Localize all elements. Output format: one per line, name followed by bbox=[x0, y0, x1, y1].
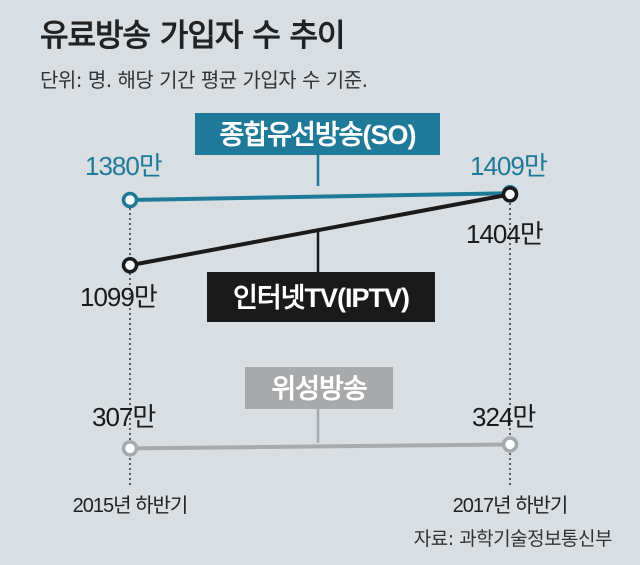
value-label-iptv-0: 1099만 bbox=[80, 282, 157, 312]
data-point-satellite-1 bbox=[501, 436, 519, 453]
source-note: 자료: 과학기술정보통신부 bbox=[413, 528, 613, 550]
chart-subtitle: 단위: 명. 해당 기간 평균 가입자 수 기준. bbox=[40, 68, 368, 92]
data-point-satellite-0 bbox=[121, 440, 139, 457]
series-line-satellite bbox=[129, 442, 511, 451]
series-name-so: 종합유선방송(SO) bbox=[219, 120, 415, 150]
value-label-satellite-0: 307만 bbox=[92, 402, 155, 432]
series-name-satellite: 위성방송 bbox=[271, 374, 367, 404]
x-tick-label-0: 2015년 하반기 bbox=[73, 494, 188, 517]
data-point-iptv-1 bbox=[501, 186, 519, 203]
data-point-iptv-0 bbox=[121, 256, 139, 274]
series-line-iptv bbox=[129, 192, 511, 268]
series-name-box-satellite bbox=[245, 367, 393, 409]
value-label-iptv-1: 1404만 bbox=[466, 219, 543, 249]
value-label-so-1: 1409만 bbox=[470, 151, 547, 181]
data-point-so-0 bbox=[121, 191, 139, 209]
series-line-so bbox=[129, 191, 511, 202]
chart-title: 유료방송 가입자 수 추이 bbox=[40, 18, 346, 54]
x-tick-label-1: 2017년 하반기 bbox=[453, 494, 568, 517]
series-name-iptv: 인터넷TV(IPTV) bbox=[233, 283, 409, 313]
value-label-satellite-1: 324만 bbox=[472, 402, 535, 432]
series-name-box-iptv bbox=[207, 272, 435, 322]
value-label-so-0: 1380만 bbox=[85, 151, 162, 181]
series-name-box-so bbox=[195, 113, 440, 155]
